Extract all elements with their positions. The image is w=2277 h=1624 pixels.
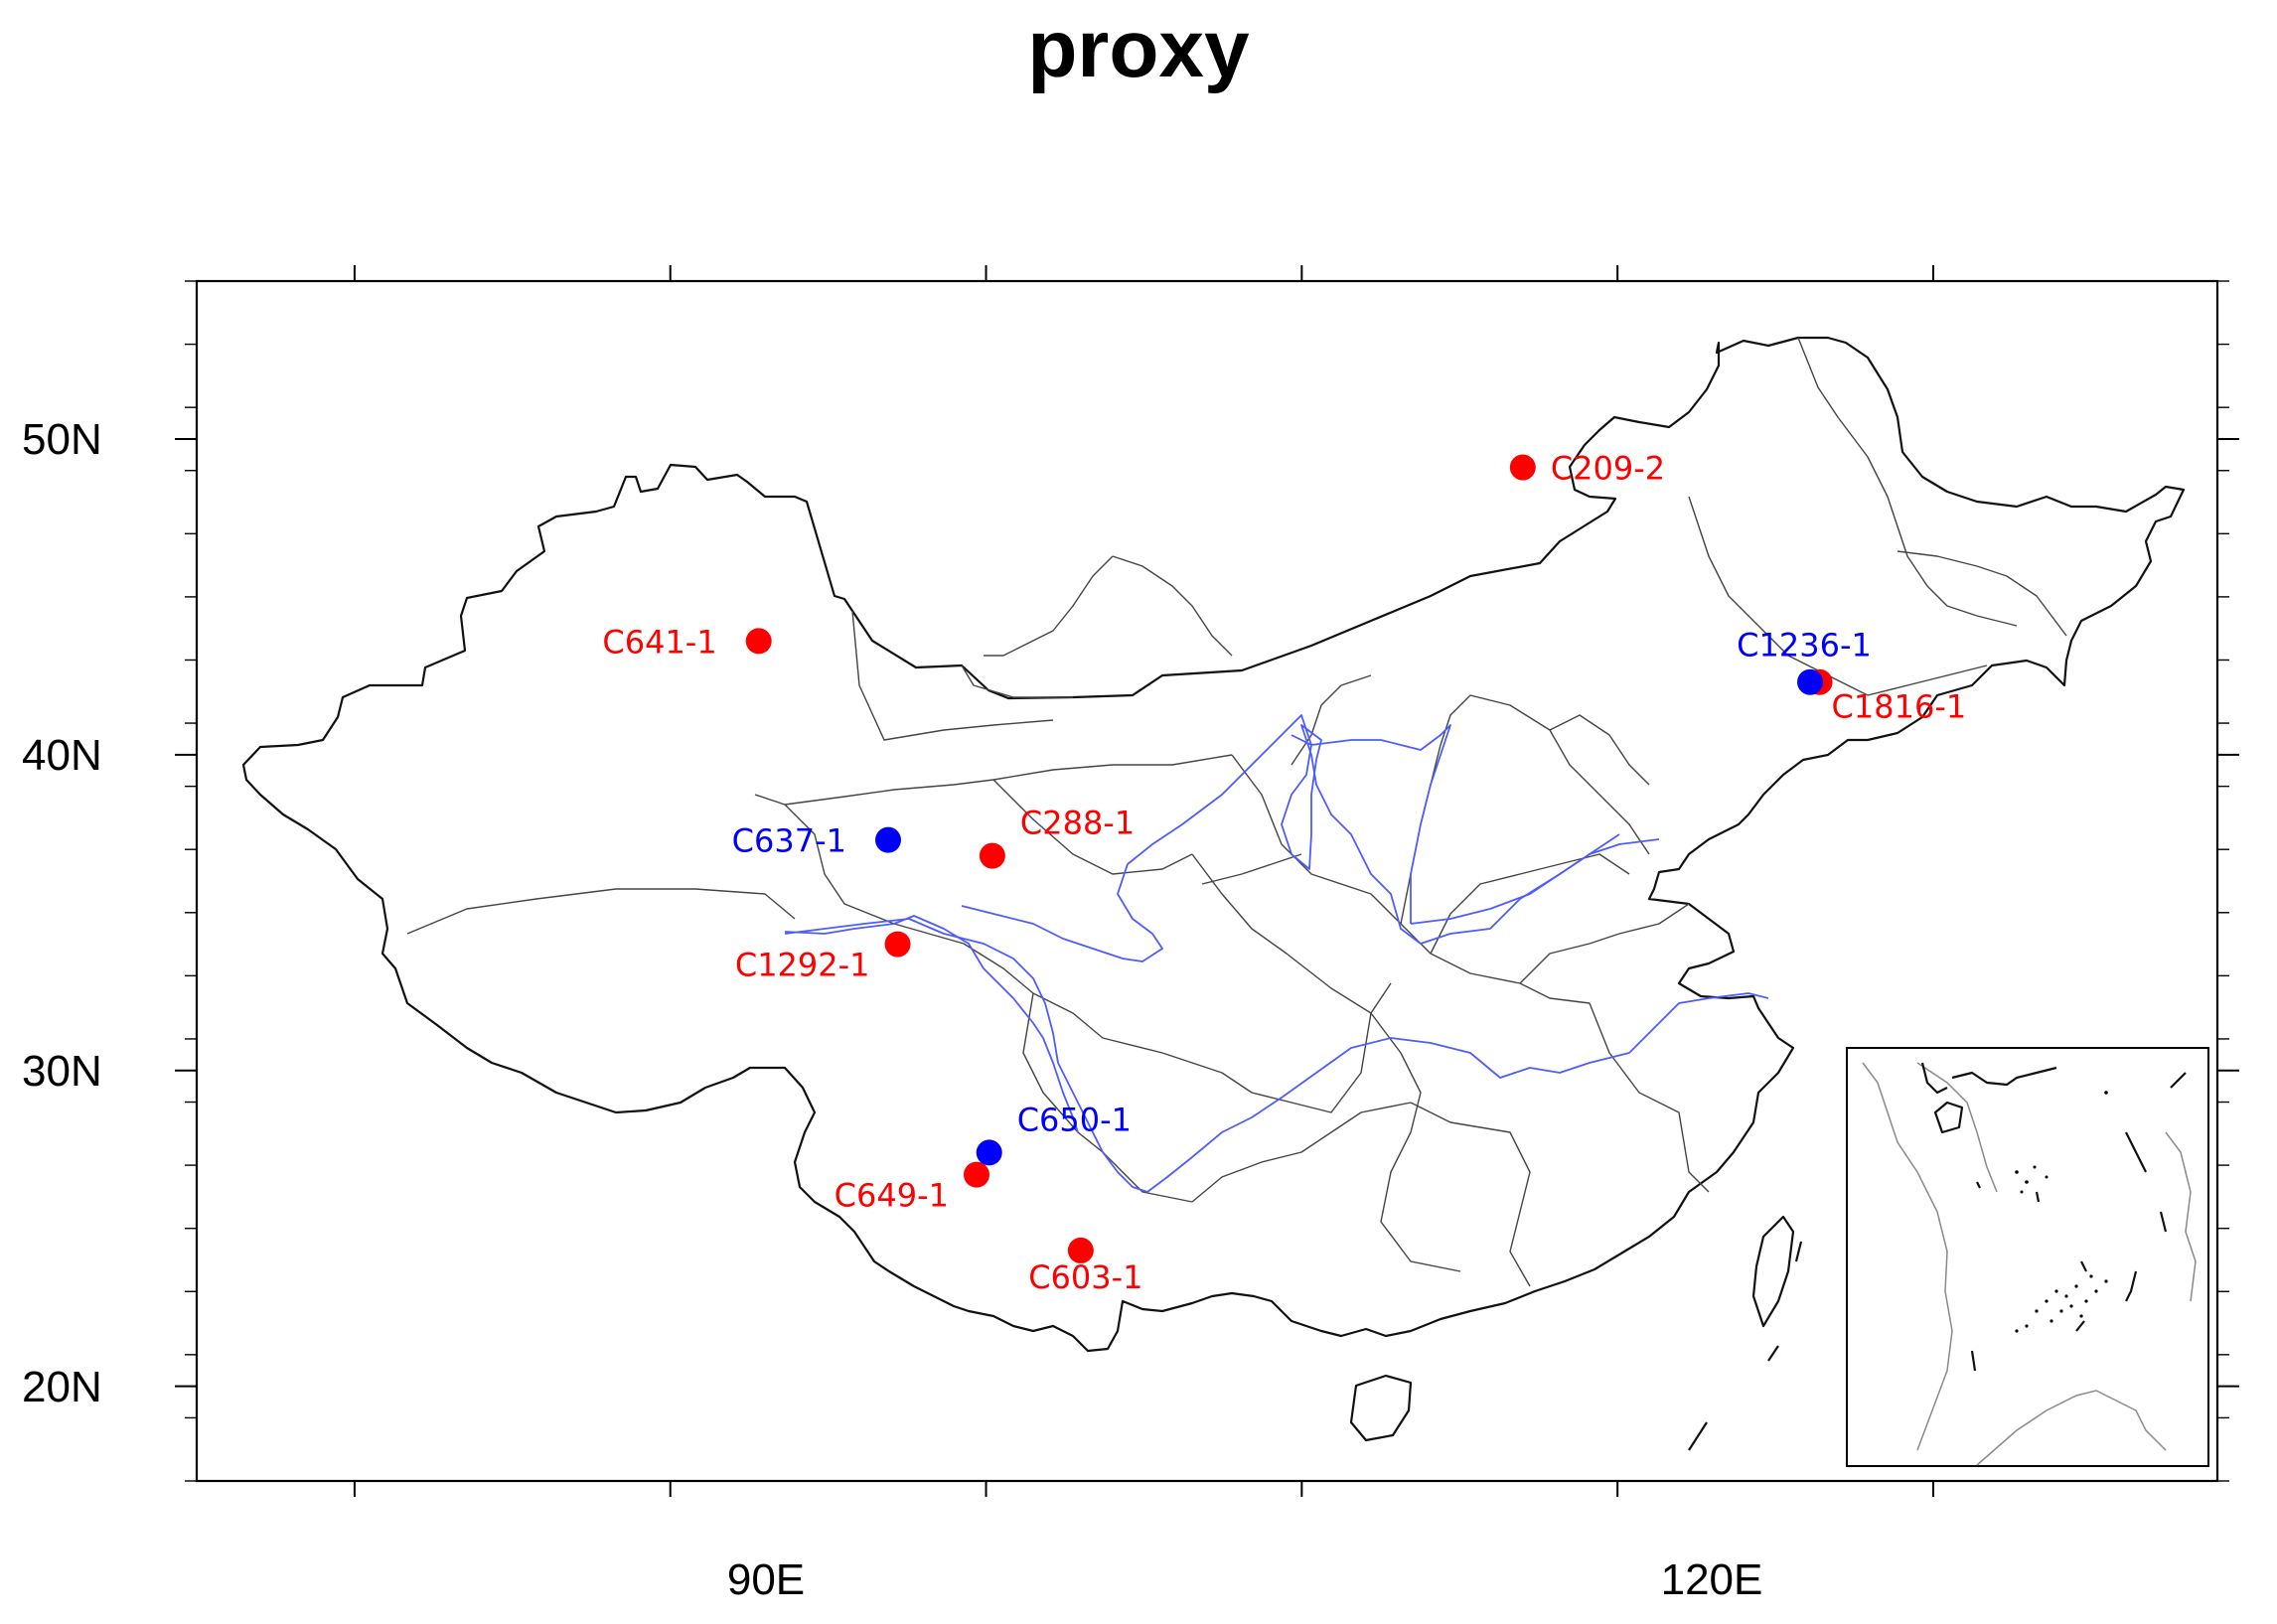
rivers [784,714,1769,1193]
proxy-sites: C209-2 C641-1 C1236-1 C1816-1 C637-1 C288-1 C1… [602,450,1966,1296]
country-outline [241,336,2186,1353]
taiwan-outline [1751,1215,1795,1328]
site-label-c1236-1: C1236-1 [1737,627,1872,664]
site-label-c650-1: C650-1 [1017,1101,1132,1138]
lat-label-20n: 20N [22,1363,102,1411]
yangtze-river [784,918,1769,1193]
site-marker-c1236-1 [1797,668,1824,695]
lat-label-40n: 40N [22,731,102,780]
river-north-china [1410,838,1660,925]
site-marker-c641-1 [745,628,772,655]
island-line [1767,1345,1779,1362]
site-label-c637-1: C637-1 [732,822,846,860]
lat-label-30n: 30N [22,1047,102,1096]
lon-axis-labels: 90E 120E [727,1555,1763,1604]
site-marker-c209-2 [1509,454,1536,481]
site-label-c603-1: C603-1 [1028,1258,1142,1296]
site-marker-c650-1 [976,1139,1002,1166]
lon-label-120e: 120E [1661,1555,1763,1604]
yellow-river [961,714,1620,962]
lon-label-90e: 90E [727,1555,805,1604]
lat-axis-labels: 50N 40N 30N 20N [22,415,102,1411]
river-west [784,915,1079,1133]
inset-frame [1846,1047,2209,1467]
site-label-c649-1: C649-1 [835,1177,949,1215]
island-line [1688,1421,1708,1451]
site-label-c1292-1: C1292-1 [735,947,870,984]
site-marker-c288-1 [979,842,1005,869]
yellow-river-upper [1290,724,1451,924]
plot-frame [195,279,2219,1483]
site-marker-c1292-1 [884,931,911,958]
axis-ticks [175,265,2239,1497]
map-title: proxy [1027,4,1250,94]
site-label-c209-2: C209-2 [1551,450,1665,488]
inset-map [1846,1047,2209,1467]
site-marker-c637-1 [875,826,902,853]
province-boundaries [406,337,2067,1287]
site-label-c641-1: C641-1 [602,623,716,661]
hainan-outline [1349,1374,1413,1442]
site-marker-c649-1 [963,1161,989,1188]
lat-label-50n: 50N [22,415,102,464]
site-marker-c603-1 [1067,1237,1094,1263]
site-label-c288-1: C288-1 [1020,805,1135,842]
island-line [1794,1241,1803,1262]
site-label-c1816-1: C1816-1 [1832,688,1967,726]
